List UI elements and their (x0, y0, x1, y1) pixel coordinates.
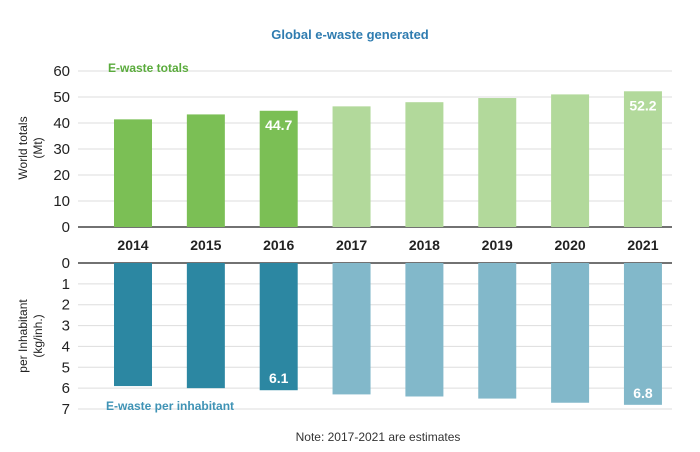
estimate-note: Note: 2017-2021 are estimates (296, 430, 461, 444)
category-label-2014: 2014 (117, 237, 148, 253)
bottom-y-tick-label: 4 (62, 338, 70, 355)
top-y-tick-label: 50 (53, 89, 70, 106)
top-y-tick-label: 30 (53, 141, 70, 158)
bottom-panel: 0 1 2 3 4 5 6 7 6.1 6.8 E-waste per inhabitant p… (16, 255, 672, 418)
category-label-2019: 2019 (482, 237, 513, 253)
top-bar-2014 (114, 119, 152, 227)
bottom-y-tick-label: 0 (62, 255, 70, 272)
bottom-y-tick-label: 3 (62, 318, 70, 335)
bottom-bar-2016 (259, 263, 298, 391)
bottom-series-label: E-waste per inhabitant (106, 399, 234, 413)
top-bar-2021 (623, 91, 662, 227)
top-bar-2020 (551, 94, 590, 228)
bottom-ylabel-line1: per Inhabitant (16, 299, 30, 373)
bottom-bar-2020 (551, 263, 590, 403)
category-label-2021: 2021 (627, 237, 658, 253)
top-series-label: E-waste totals (108, 61, 189, 75)
top-ylabel-line2: (Mt) (31, 137, 45, 158)
top-y-tick-label: 0 (62, 219, 70, 236)
bottom-data-label-2016: 6.1 (269, 370, 289, 386)
top-y-ticks: 0 10 20 30 40 50 60 (53, 63, 70, 236)
bottom-y-tick-label: 5 (62, 359, 70, 376)
top-data-label-2021: 52.2 (629, 97, 656, 113)
bottom-ylabel-line2: (kg/inh.) (31, 314, 45, 357)
top-bars (114, 91, 662, 228)
bottom-bar-2019 (478, 263, 517, 399)
bottom-y-tick-label: 7 (62, 401, 70, 418)
category-label-2016: 2016 (263, 237, 294, 253)
category-label-2017: 2017 (336, 237, 367, 253)
top-bar-2018 (405, 102, 444, 227)
top-bar-2019 (478, 98, 517, 227)
bottom-bar-2014 (114, 263, 152, 387)
bottom-y-ticks: 0 1 2 3 4 5 6 7 (62, 255, 70, 418)
bottom-bar-2021 (623, 263, 662, 405)
category-label-2018: 2018 (409, 237, 440, 253)
bottom-y-tick-label: 1 (62, 276, 70, 293)
bottom-data-labels: 6.1 6.8 (269, 370, 653, 401)
category-labels: 2014 2015 2016 2017 2018 2019 2020 2021 (117, 237, 658, 253)
top-bar-2017 (332, 106, 371, 227)
chart-title: Global e-waste generated (271, 27, 429, 42)
top-ylabel-line1: World totals (16, 116, 30, 179)
bottom-y-tick-label: 2 (62, 297, 70, 314)
top-y-tick-label: 40 (53, 115, 70, 132)
top-bar-2015 (186, 114, 225, 227)
bottom-bar-2018 (405, 263, 444, 397)
top-y-tick-label: 20 (53, 167, 70, 184)
top-data-label-2016: 44.7 (265, 117, 292, 133)
top-y-tick-label: 10 (53, 193, 70, 210)
bottom-data-label-2021: 6.8 (633, 385, 653, 401)
category-label-2020: 2020 (555, 237, 586, 253)
top-data-labels: 44.7 52.2 (265, 97, 657, 133)
top-bar-2016 (259, 110, 298, 227)
bottom-bar-2017 (332, 263, 371, 395)
category-label-2015: 2015 (190, 237, 221, 253)
top-y-tick-label: 60 (53, 63, 70, 80)
top-panel: 0 10 20 30 40 50 60 44.7 52.2 E-waste totals Wo… (16, 61, 672, 236)
bottom-bar-2015 (186, 263, 225, 389)
bottom-bars (114, 263, 662, 405)
bottom-y-tick-label: 6 (62, 380, 70, 397)
